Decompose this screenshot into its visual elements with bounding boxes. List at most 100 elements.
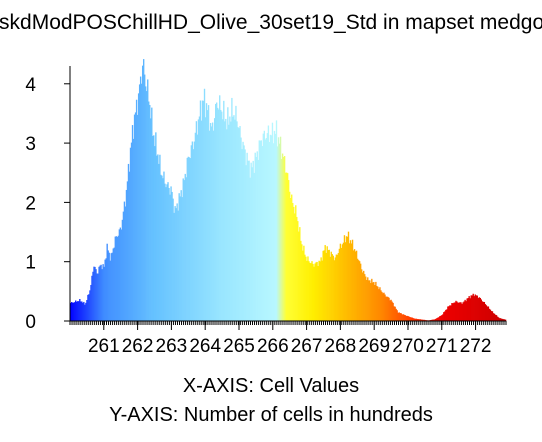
histogram-bar <box>464 299 466 321</box>
histogram-bar <box>391 301 393 321</box>
histogram-bar <box>364 274 366 321</box>
histogram-bar <box>225 118 227 321</box>
histogram-bar <box>268 142 271 321</box>
histogram-bar <box>161 175 163 321</box>
histogram-bar <box>174 206 176 321</box>
histogram-bar <box>353 249 356 321</box>
histogram-bar <box>316 261 318 321</box>
histogram-bar <box>385 296 387 321</box>
histogram-bar <box>475 295 477 321</box>
histogram-bar <box>246 152 248 321</box>
histogram-bar <box>166 184 168 321</box>
histogram-bar <box>222 119 224 322</box>
histogram-bar <box>352 250 355 321</box>
histogram-bar <box>221 111 223 321</box>
histogram-bar <box>348 243 351 321</box>
histogram-bar <box>177 210 179 321</box>
histogram-bar <box>157 154 159 321</box>
histogram-bar <box>136 114 139 322</box>
histogram-bar <box>407 316 410 321</box>
histogram-bar <box>451 303 453 321</box>
histogram-bar <box>162 178 164 321</box>
histogram-bar <box>442 314 444 321</box>
histogram-bar <box>419 319 422 321</box>
histogram-bar <box>340 247 343 321</box>
histogram-bar <box>141 65 144 321</box>
histogram-bar <box>190 145 193 321</box>
histogram-bar <box>187 156 189 321</box>
histogram-bar <box>497 317 500 321</box>
histogram-bar <box>228 124 230 321</box>
histogram-bar <box>434 319 436 321</box>
histogram-bar <box>237 127 239 321</box>
histogram-bar <box>422 319 425 321</box>
x-tick-label: 269 <box>358 336 390 357</box>
histogram-bar <box>128 171 131 321</box>
histogram-bar <box>327 250 329 321</box>
histogram-bar <box>504 319 507 321</box>
histogram-bar <box>220 109 222 321</box>
histogram-bar <box>182 178 184 321</box>
histogram-bar <box>117 235 120 321</box>
histogram-bar <box>185 177 187 321</box>
histogram-bar <box>301 244 303 321</box>
histogram-bar <box>430 319 433 321</box>
histogram-bar <box>345 236 348 321</box>
histogram-bar <box>368 280 370 321</box>
histogram-bar <box>363 270 365 321</box>
histogram-bar <box>326 246 328 321</box>
chart-title: MskdModPOSChillHD_Olive_30set19_Std in m… <box>0 11 542 34</box>
histogram-bar <box>132 138 135 321</box>
x-tick-label: 262 <box>122 336 154 357</box>
histogram-bar <box>213 118 216 321</box>
histogram-bar <box>208 130 211 321</box>
histogram-bar <box>90 284 92 321</box>
histogram-bar <box>470 295 472 321</box>
histogram-bar <box>383 292 385 321</box>
histogram-bar <box>299 227 301 321</box>
histogram-bar <box>253 172 255 321</box>
histogram-bar <box>160 174 162 321</box>
histogram-bar <box>75 300 77 321</box>
histogram-bar <box>374 285 376 321</box>
histogram-bar <box>203 88 206 322</box>
histogram-bar <box>449 305 451 321</box>
histogram-bar <box>372 282 374 321</box>
histogram-bar <box>388 297 390 321</box>
histogram-bars <box>70 59 507 322</box>
histogram-bar <box>148 101 150 321</box>
histogram-bar <box>206 110 209 321</box>
histogram-bar <box>389 300 391 321</box>
histogram-bar <box>83 301 85 321</box>
histogram-bar <box>412 318 415 321</box>
histogram-bar <box>258 140 260 321</box>
histogram-bar <box>461 304 463 321</box>
histogram-bar <box>285 172 288 321</box>
histogram-bar <box>332 255 334 321</box>
histogram-bar <box>135 99 138 321</box>
histogram-bar <box>484 304 487 321</box>
histogram-bar <box>264 139 267 321</box>
y-tick-label: 0 <box>25 312 36 333</box>
histogram-bar <box>261 146 263 321</box>
histogram-bar <box>414 318 417 321</box>
histogram-bar <box>438 317 440 321</box>
histogram-bar <box>375 281 377 321</box>
histogram-bar <box>92 271 94 321</box>
histogram-bar <box>441 315 443 321</box>
histogram-bar <box>226 129 228 321</box>
histogram-bar <box>131 125 134 321</box>
histogram-bar <box>265 138 268 321</box>
histogram-bar <box>233 115 235 321</box>
histogram-bar <box>325 252 327 321</box>
x-axis-label: X-AXIS: Cell Values <box>183 375 359 397</box>
histogram-bar <box>260 140 262 321</box>
histogram-bar <box>204 117 207 322</box>
histogram-bar <box>137 93 140 321</box>
histogram-bar <box>397 312 399 321</box>
histogram-bar <box>398 312 400 321</box>
histogram-bar <box>403 314 405 321</box>
histogram-bar <box>87 294 89 321</box>
histogram-bar <box>394 306 396 321</box>
histogram-bar <box>479 297 481 321</box>
